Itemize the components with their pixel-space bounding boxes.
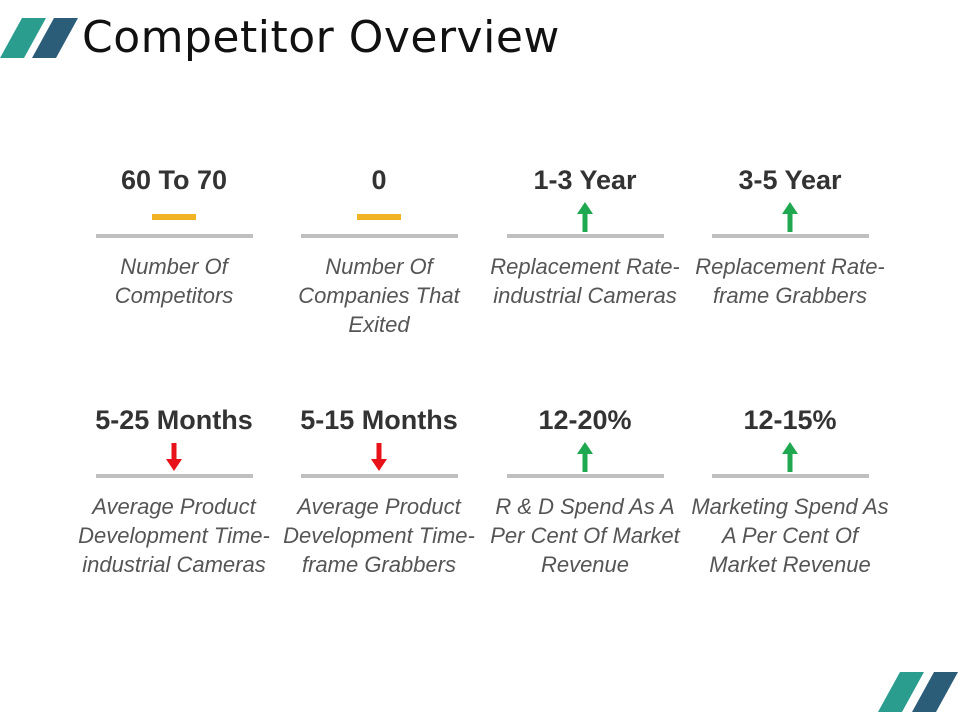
metric-label: Replacement Rate-industrial Cameras: [490, 254, 680, 308]
metric-card: 12-15% Marketing Spend As A Per Cent Of …: [687, 404, 893, 579]
metric-value: 5-25 Months: [95, 405, 253, 435]
metric-value: 12-20%: [538, 405, 632, 435]
metric-value: 60 To 70: [120, 165, 228, 195]
metric-card: 0 Number Of Companies That Exited: [276, 164, 482, 339]
metric-value: 12-15%: [743, 405, 837, 435]
metric-card: 5-15 Months Average Product Development …: [276, 404, 482, 579]
up-arrow-icon: [577, 202, 593, 232]
metric-value: 5-15 Months: [300, 405, 458, 435]
divider: [506, 234, 664, 238]
metric-label: Average Product Development Time-frame G…: [283, 494, 475, 577]
divider: [711, 474, 869, 478]
metric-value: 3-5 Year: [738, 165, 842, 195]
metric-card: 3-5 Year Replacement Rate-frame Grabbers: [687, 164, 893, 310]
page-title: Competitor Overview: [82, 12, 560, 63]
divider: [300, 474, 458, 478]
down-arrow-icon: [166, 443, 182, 471]
metric-label: R & D Spend As A Per Cent Of Market Reve…: [490, 494, 680, 577]
divider: [95, 474, 253, 478]
divider: [506, 474, 664, 478]
metric-value: 0: [371, 165, 387, 195]
up-arrow-icon: [782, 442, 798, 472]
divider: [300, 234, 458, 238]
metric-label: Marketing Spend As A Per Cent Of Market …: [691, 494, 889, 577]
metric-label: Number Of Competitors: [114, 254, 234, 308]
up-arrow-icon: [577, 442, 593, 472]
neutral-dash-icon: [152, 214, 196, 220]
footer-slash-decoration: [878, 672, 958, 712]
metric-card: 12-20% R & D Spend As A Per Cent Of Mark…: [482, 404, 688, 579]
down-arrow-icon: [371, 443, 387, 471]
divider: [95, 234, 253, 238]
metric-label: Average Product Development Time-industr…: [78, 494, 270, 577]
divider: [711, 234, 869, 238]
header-slash-decoration: [0, 18, 78, 58]
metric-card: 5-25 Months Average Product Development …: [71, 404, 277, 579]
neutral-dash-icon: [357, 214, 401, 220]
up-arrow-icon: [782, 202, 798, 232]
metric-card: 60 To 70 Number Of Competitors: [71, 164, 277, 310]
metric-card: 1-3 Year Replacement Rate-industrial Cam…: [482, 164, 688, 310]
metric-label: Replacement Rate-frame Grabbers: [695, 254, 885, 308]
metric-value: 1-3 Year: [533, 165, 637, 195]
metric-label: Number Of Companies That Exited: [298, 254, 460, 337]
